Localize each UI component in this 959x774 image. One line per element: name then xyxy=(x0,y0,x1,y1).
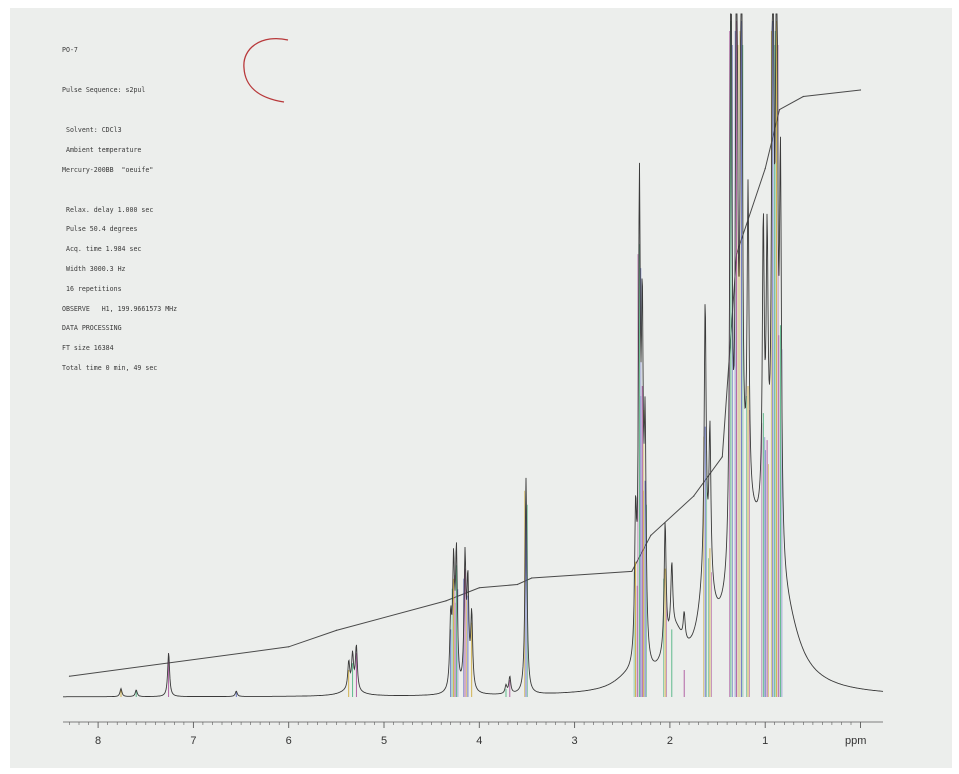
integral-point xyxy=(445,600,447,602)
integral-point xyxy=(516,583,519,586)
tick-label: 7 xyxy=(190,735,196,747)
observe-label: OBSERVE H1, 199.9661573 MHz xyxy=(62,304,178,313)
tick-label: 4 xyxy=(476,735,482,747)
solvent-label: Solvent: CDCl3 xyxy=(62,126,122,135)
integral-point xyxy=(650,534,652,537)
integral-point xyxy=(288,646,290,648)
pen-mark xyxy=(243,38,289,103)
integral-point xyxy=(859,89,862,91)
sample-id-label: PO-7 xyxy=(62,46,78,55)
acquisition-time-label: Acq. time 1.984 sec xyxy=(62,245,142,254)
total-time-label: Total time 0 min, 49 sec xyxy=(62,363,158,372)
tick-label: 3 xyxy=(572,735,578,747)
repetitions-label: 16 repetitions xyxy=(62,284,122,293)
tick-label: 1 xyxy=(762,735,768,747)
integral-point xyxy=(631,570,633,573)
integral-point xyxy=(778,109,781,111)
integral-point xyxy=(721,456,723,458)
data-processing-label: DATA PROCESSING xyxy=(62,324,122,333)
integral-point xyxy=(335,629,337,632)
integral-point xyxy=(531,577,533,579)
spectral-width-label: Width 3000.3 Hz xyxy=(62,265,126,273)
peak-overlay-group xyxy=(120,21,783,697)
tick-label: 2 xyxy=(667,735,673,747)
ft-size-label: FT size 16384 xyxy=(62,344,114,353)
integral-point xyxy=(802,95,804,98)
relax-delay-label: Relax. delay 1.000 sec xyxy=(62,205,154,214)
x-axis-label: ppm xyxy=(845,735,866,747)
spectrum-trace-group xyxy=(63,13,884,698)
pulse-sequence-label: Pulse Sequence: s2pul xyxy=(62,86,146,95)
instrument-label: Mercury-200BB "oeuife" xyxy=(62,165,154,174)
tick-label: 8 xyxy=(95,735,101,747)
temperature-label: Ambient temperature xyxy=(62,145,142,154)
integral-point xyxy=(693,495,695,497)
integral-point xyxy=(68,675,71,677)
tick-label: 5 xyxy=(381,735,387,747)
integral-point xyxy=(764,168,766,170)
acquisition-parameters: PO-7 Pulse Sequence: s2pul Solvent: CDCl… xyxy=(62,34,177,378)
tick-label: 6 xyxy=(286,735,292,747)
integral-point xyxy=(478,587,480,589)
spectrum-sheet xyxy=(10,8,952,768)
spectrum-trace xyxy=(63,13,884,698)
ppm-axis: 8 7 6 5 4 3 2 1 ppm xyxy=(63,721,883,747)
pulse-angle-label: Pulse 50.4 degrees xyxy=(62,225,138,234)
